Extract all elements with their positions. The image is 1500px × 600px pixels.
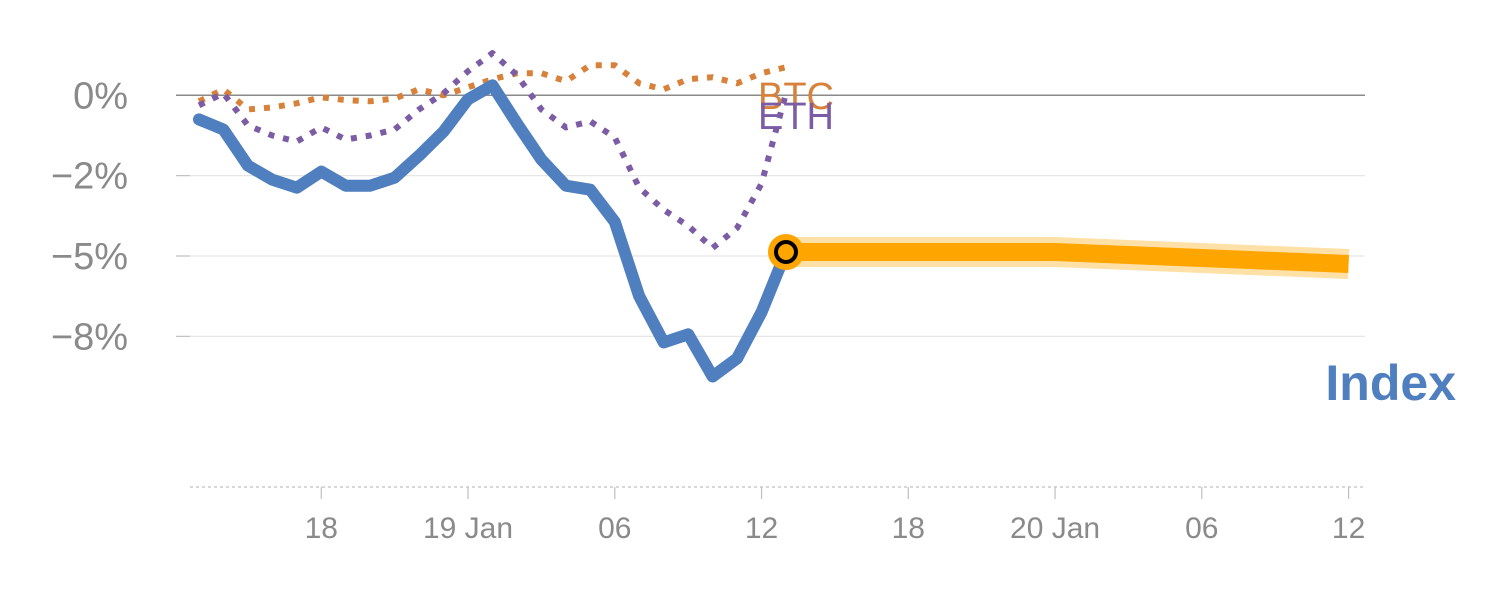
x-tick-label: 06 [1185, 512, 1218, 545]
series-btc-line [197, 62, 787, 113]
join-marker [774, 239, 798, 264]
series-index-line [193, 79, 792, 383]
y-tick-label: −2% [51, 156, 128, 198]
x-tick-label: 12 [745, 512, 778, 545]
x-tick-label: 20 Jan [1010, 512, 1100, 545]
y-tick-label: −5% [51, 236, 128, 278]
x-tick-label: 12 [1332, 512, 1365, 545]
series-label-eth: ETH [758, 96, 834, 138]
projection-band [786, 243, 1349, 273]
series-label-index: Index [1325, 355, 1456, 411]
y-tick-label: 0% [73, 75, 128, 117]
x-tick-label: 18 [305, 512, 338, 545]
x-tick-label: 06 [598, 512, 631, 545]
x-tick-label: 19 Jan [423, 512, 513, 545]
x-tick-label: 18 [892, 512, 925, 545]
series-label-btc: BTC [758, 76, 834, 118]
series-eth-line [197, 50, 789, 251]
y-tick-label: −8% [51, 316, 128, 358]
